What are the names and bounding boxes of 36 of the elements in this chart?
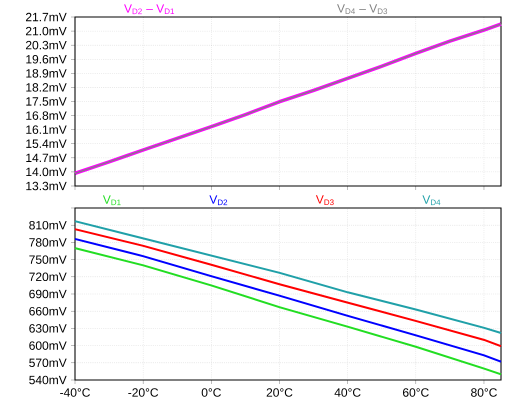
y-tick-label: 21.7mV [26,12,67,22]
x-tick-label: 20°C [266,388,292,397]
y-tick-label: 14.0mV [26,168,67,176]
y-tick-label: 18.2mV [26,83,67,92]
y-tick-label: 21.0mV [26,26,67,36]
x-tick-label: -20°C [128,388,158,397]
y-tick-label: 19.6mV [26,55,67,64]
x-tick-label: 60°C [403,388,429,397]
y-tick-label: 13.3mV [26,182,67,190]
text: V$_{D3}$ [316,195,334,206]
y-tick-label: 14.7mV [26,154,67,162]
y-tick-label: 780mV [29,238,67,247]
y-tick-label: 810mV [29,220,67,230]
y-tick-label: 16.8mV [26,111,67,120]
y-tick-label: 750mV [29,255,67,264]
y-tick-label: 690mV [29,290,67,298]
y-tick-label: 18.9mV [26,69,67,78]
y-tick-label: 16.1mV [26,125,67,134]
x-tick-label: 0°C [202,388,221,397]
x-tick-label: 80°C [471,388,497,397]
x-tick-label: -40°C [60,388,90,397]
y-tick-label: 20.3mV [26,40,67,50]
y-tick-label: 540mV [29,376,67,384]
y-tick-label: 630mV [29,324,67,333]
y-tick-label: 15.4mV [26,140,67,148]
text: V$_{D2}$ – V$_{D1}$ [124,4,174,14]
text: V$_{D4}$ – V$_{D3}$ [337,4,388,14]
y-tick-label: 720mV [29,272,67,282]
x-tick-label: 40°C [334,388,361,397]
y-tick-label: 660mV [29,306,67,316]
text: V$_{D4}$ [422,195,440,206]
y-tick-label: 17.5mV [26,97,67,106]
text: V$_{D2}$ [209,195,228,206]
y-tick-label: 570mV [29,358,67,368]
y-tick-label: 600mV [29,341,67,350]
text: V$_{D1}$ [102,195,121,206]
